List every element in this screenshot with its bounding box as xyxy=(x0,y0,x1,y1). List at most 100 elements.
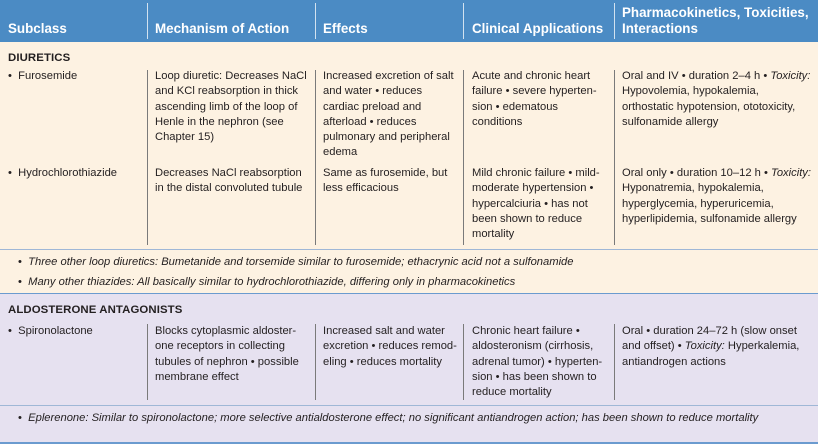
col-clinical-header: Clinical Applications xyxy=(472,21,604,36)
cell-line: Chronic heart failure • xyxy=(472,325,580,337)
header-divider xyxy=(147,3,148,39)
effects-cell: Increased excretion of salt and water • … xyxy=(323,69,454,161)
column-divider xyxy=(463,324,464,400)
col-effects-header: Effects xyxy=(323,21,368,36)
cell-line: sion • has been shown to xyxy=(472,370,597,383)
note-loop-diuretics: Three other loop diuretics: Bumetanide a… xyxy=(18,255,573,270)
cell-line: less efficacious xyxy=(323,182,399,195)
pk-text: Oral only • duration 10–12 h • xyxy=(622,167,772,179)
cell-line: Increased salt and water xyxy=(323,325,445,337)
drug-name: Spironolactone xyxy=(8,325,93,337)
cell-line: pulmonary and peripheral xyxy=(323,131,450,144)
cell-line: antiandrogen actions xyxy=(622,355,726,368)
header-divider xyxy=(614,3,615,39)
cell-line: one receptors in collecting xyxy=(155,340,285,353)
row-name-furosemide: Furosemide xyxy=(8,69,77,84)
cell-line: aldosteronism (cirrhosis, xyxy=(472,340,594,353)
mechanism-cell: Loop diuretic: Decreases NaCl and KCl re… xyxy=(155,69,307,145)
cell-line: Oral • duration 24–72 h (slow onset xyxy=(622,325,797,337)
toxicity-label: Toxicity: xyxy=(770,70,811,82)
column-divider xyxy=(463,70,464,178)
cell-line: eling • reduces mortality xyxy=(323,355,442,368)
toxicity-label: Toxicity: xyxy=(684,340,725,353)
cell-line: Increased excretion of salt xyxy=(323,70,454,82)
effects-cell: Same as furosemide, but less efficacious xyxy=(323,166,447,197)
cell-line: Hypovolemia, hypokalemia, xyxy=(622,85,759,98)
mechanism-cell: Decreases NaCl reabsorption in the dista… xyxy=(155,166,302,197)
cell-line: Oral only • duration 10–12 h • Toxicity: xyxy=(622,166,811,181)
column-divider xyxy=(463,167,464,245)
header-divider xyxy=(463,3,464,39)
col-mechanism-header: Mechanism of Action xyxy=(155,21,290,36)
cell-line: Henle in the nephron (see xyxy=(155,115,284,128)
cell-line: moderate hypertension • xyxy=(472,182,594,195)
cell-line: Loop diuretic: Decreases NaCl xyxy=(155,70,307,82)
pharmacokinetics-cell: Oral only • duration 10–12 h • Toxicity:… xyxy=(622,166,811,227)
cell-line: in the distal convoluted tubule xyxy=(155,182,303,195)
cell-line: Same as furosemide, but xyxy=(323,167,448,179)
cell-line: and KCl reabsorption in thick xyxy=(155,85,299,98)
section-aldosterone-antagonists: ALDOSTERONE ANTAGONISTS Spironolactone B… xyxy=(0,294,818,444)
cell-line: been shown to reduce xyxy=(472,212,583,225)
pharmacokinetics-cell: Oral and IV • duration 2–4 h • Toxicity:… xyxy=(622,69,810,130)
table-header: Subclass Mechanism of Action Effects Cli… xyxy=(0,0,818,42)
cell-line: hyperlipidemia, sulfonamide allergy xyxy=(622,212,797,225)
cell-line: excretion • reduces remod- xyxy=(323,340,457,353)
toxicity-label: Toxicity: xyxy=(771,167,812,179)
cell-line: adrenal tumor) • hyperten- xyxy=(472,355,603,368)
column-divider xyxy=(614,70,615,178)
cell-line: Chapter 15) xyxy=(155,131,215,144)
cell-line: Mild chronic failure • mild- xyxy=(472,167,600,179)
column-divider xyxy=(315,167,316,245)
pk-text: Oral and IV • duration 2–4 h • xyxy=(622,70,771,82)
cell-line: membrane effect xyxy=(155,370,239,383)
drug-name: Furosemide xyxy=(8,70,77,82)
drug-name: Hydrochlorothiazide xyxy=(8,167,117,179)
cell-line: ascending limb of the loop of xyxy=(155,100,298,113)
column-divider xyxy=(147,70,148,178)
col-pharmacokinetics-header-line1: Pharmacokinetics, Toxicities, xyxy=(622,5,809,20)
pharmacokinetics-cell: Oral • duration 24–72 h (slow onset and … xyxy=(622,324,799,370)
cell-line: Decreases NaCl reabsorption xyxy=(155,167,302,179)
cell-line: Blocks cytoplasmic aldoster- xyxy=(155,325,297,337)
pk-text: and offset) • xyxy=(622,340,685,353)
note-thiazides: Many other thiazides: All basically simi… xyxy=(18,275,515,290)
note-eplerenone: Eplerenone: Similar to spironolactone; m… xyxy=(18,411,758,426)
cell-line: hyperglycemia, hyperuricemia, xyxy=(622,197,774,210)
column-divider xyxy=(614,167,615,245)
notes-divider xyxy=(0,249,818,250)
column-divider xyxy=(614,324,615,400)
cell-line: reduce mortality xyxy=(472,386,552,399)
effects-cell: Increased salt and water excretion • red… xyxy=(323,324,457,370)
cell-line: conditions xyxy=(472,115,523,128)
cell-line: Oral and IV • duration 2–4 h • Toxicity: xyxy=(622,69,810,84)
section-title: DIURETICS xyxy=(8,52,71,64)
column-divider xyxy=(315,70,316,178)
column-divider xyxy=(147,324,148,400)
cell-line: mortality xyxy=(472,228,515,241)
pk-text: Hyperkalemia, xyxy=(724,340,800,353)
row-name-spironolactone: Spironolactone xyxy=(8,324,93,339)
section-diuretics: DIURETICS Furosemide Loop diuretic: Decr… xyxy=(0,42,818,294)
clinical-cell: Acute and chronic heart failure • severe… xyxy=(472,69,597,130)
cell-line: afterload • reduces xyxy=(323,115,417,128)
col-pharmacokinetics-header-line2: Interactions xyxy=(622,21,698,36)
clinical-cell: Mild chronic failure • mild- moderate hy… xyxy=(472,166,600,242)
header-divider xyxy=(315,3,316,39)
cell-line: orthostatic hypotension, ototoxicity, xyxy=(622,100,796,113)
cell-line: sion • edematous xyxy=(472,100,559,113)
cell-line: tubules of nephron • possible xyxy=(155,355,299,368)
col-pharmacokinetics-header: Pharmacokinetics, Toxicities, Interactio… xyxy=(622,5,809,37)
clinical-cell: Chronic heart failure • aldosteronism (c… xyxy=(472,324,602,400)
column-divider xyxy=(315,324,316,400)
cell-line: failure • severe hyperten- xyxy=(472,85,597,98)
cell-line: cardiac preload and xyxy=(323,100,422,113)
column-divider xyxy=(147,167,148,245)
notes-divider xyxy=(0,405,818,406)
table-bottom-rule xyxy=(0,442,818,444)
cell-line: sulfonamide allergy xyxy=(622,115,719,128)
cell-line: and offset) • Toxicity: Hyperkalemia, xyxy=(622,339,799,354)
cell-line: hypercalciuria • has not xyxy=(472,197,588,210)
cell-line: Hyponatremia, hypokalemia, xyxy=(622,182,764,195)
